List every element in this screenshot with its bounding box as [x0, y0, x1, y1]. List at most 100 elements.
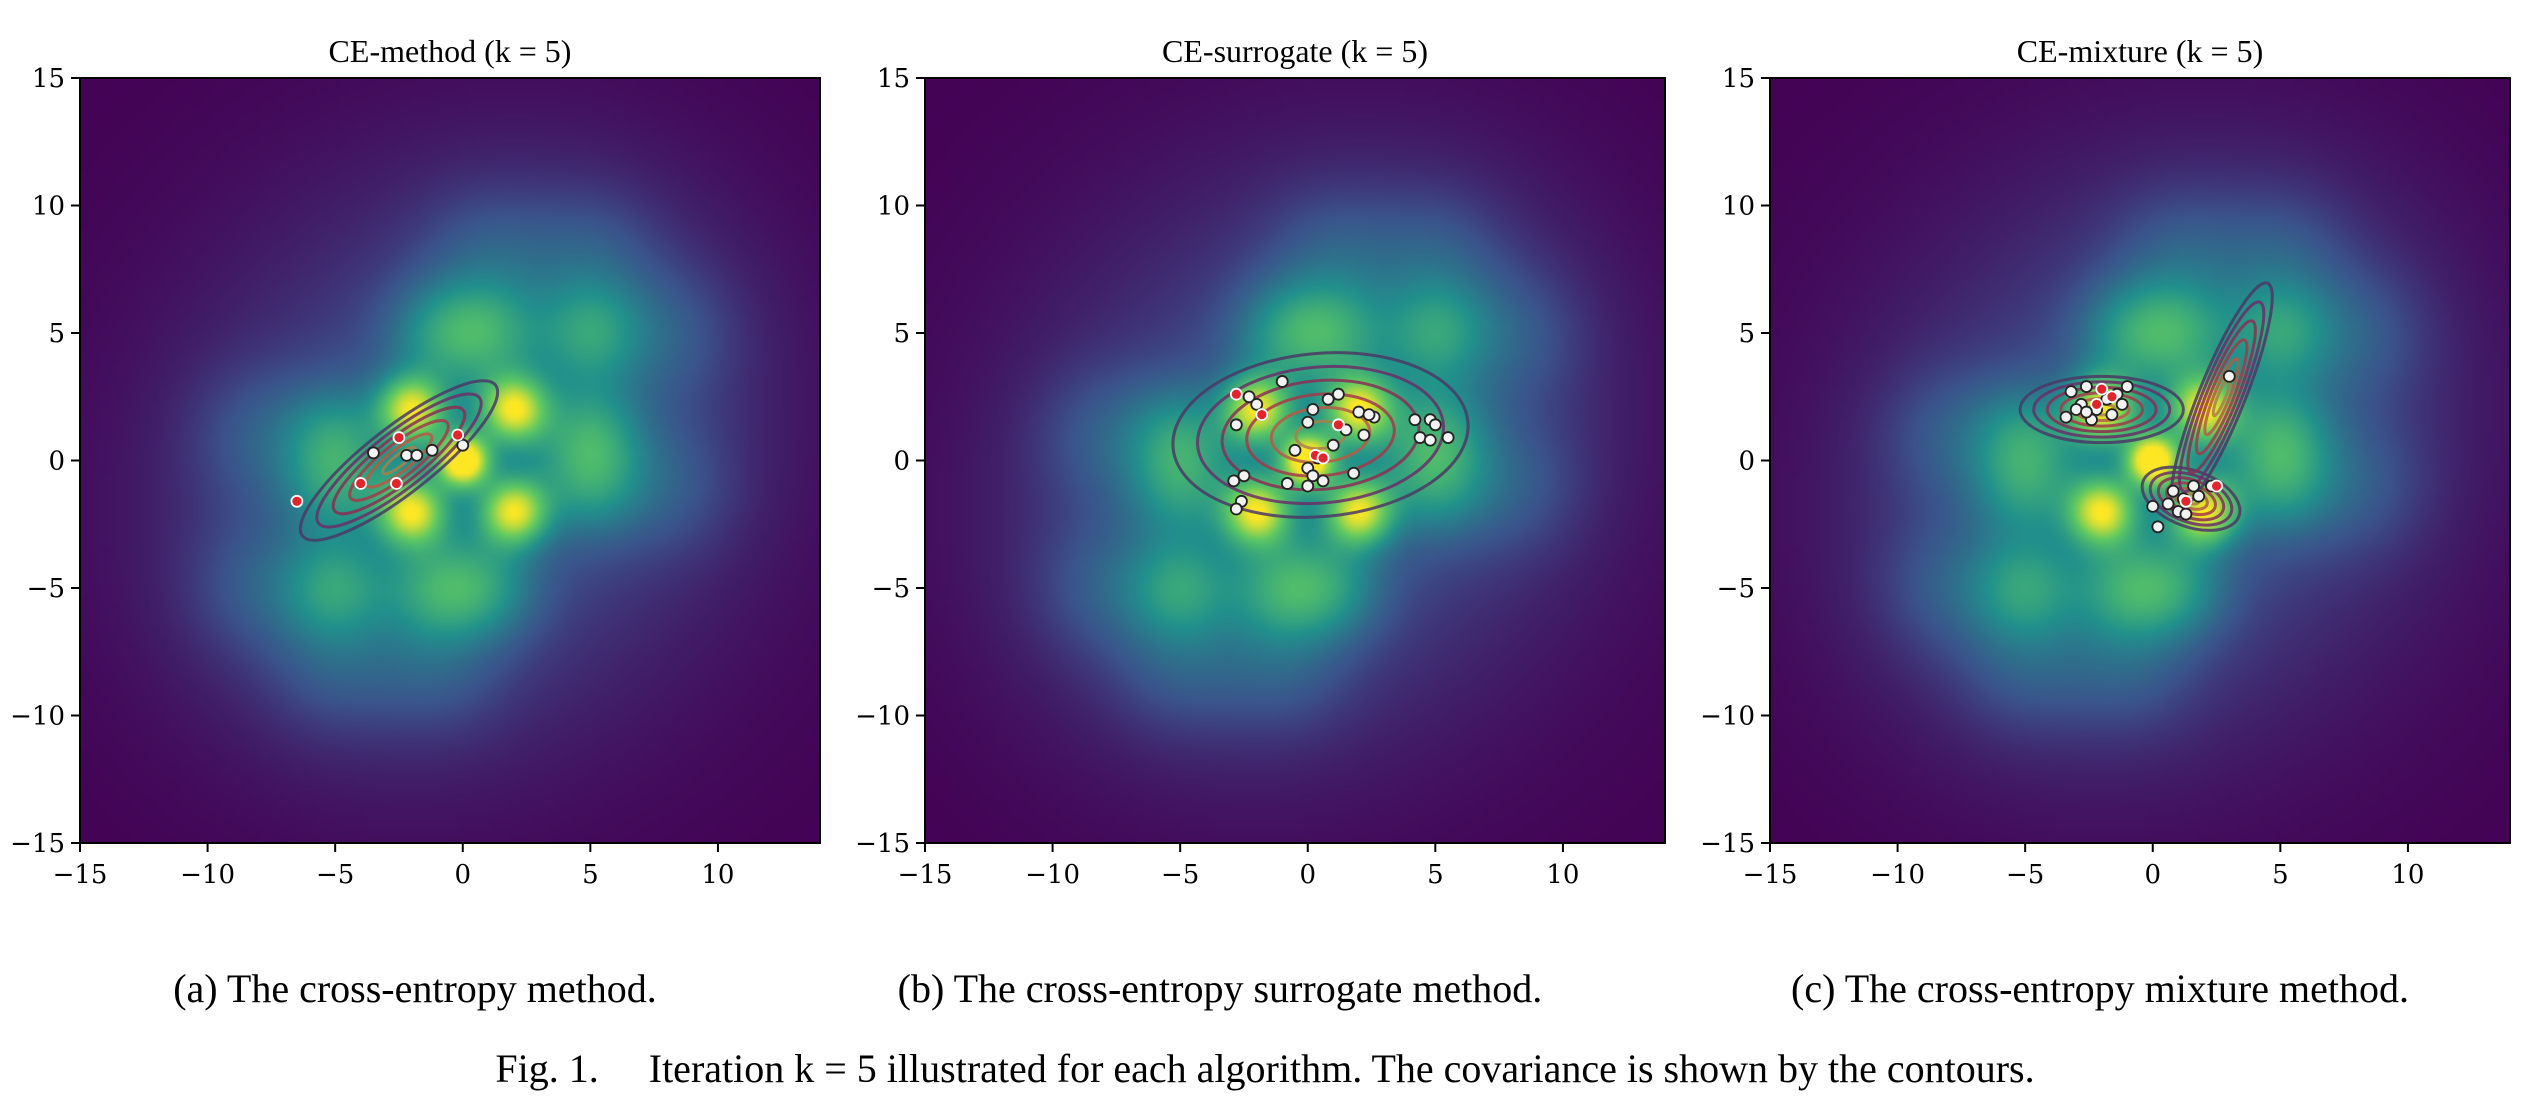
- contour-ring: [348, 419, 450, 502]
- y-tick-label: −15: [10, 829, 65, 859]
- sample-point: [1250, 397, 1264, 411]
- sample-point: [1227, 474, 1241, 488]
- sample-point: [1408, 413, 1422, 427]
- sample-point: [1357, 428, 1371, 442]
- sample-point: [2080, 405, 2093, 419]
- y-tick-label: 5: [1738, 319, 1755, 349]
- sample-point: [1423, 433, 1437, 447]
- sample-point: [1229, 418, 1243, 432]
- contour-ring: [1196, 364, 1446, 506]
- panel-title: CE-method (k = 5): [329, 33, 572, 69]
- subcaption-a: (a) The cross-entropy method.: [173, 966, 657, 1011]
- y-tick-label: 15: [32, 64, 65, 94]
- sample-point: [1321, 392, 1335, 406]
- x-tick-label: 10: [701, 860, 734, 890]
- contour-ring: [2032, 380, 2172, 439]
- sample-point: [1301, 479, 1315, 493]
- sample-point: [2161, 497, 2175, 511]
- elite-point: [451, 428, 465, 442]
- sample-point: [2179, 507, 2193, 521]
- x-tick-label: 0: [1299, 860, 1316, 890]
- sample-point: [2222, 369, 2236, 383]
- sample-point: [1331, 387, 1345, 401]
- sample-point: [2151, 520, 2165, 534]
- x-tick-label: 5: [2272, 860, 2289, 890]
- elite-point: [354, 477, 368, 490]
- elite-point: [392, 431, 406, 444]
- sample-point: [1306, 403, 1320, 416]
- y-tick-label: −10: [1700, 702, 1755, 732]
- sample-point: [1362, 408, 1376, 422]
- sample-point: [1229, 502, 1243, 516]
- panel-2: −15 −10 −5 0 5 10 −15 −10 −5 0 5 10 15 CE-surrogate (…: [855, 33, 1666, 890]
- contour-ring: [2018, 374, 2185, 445]
- x-tick-label: 0: [454, 860, 471, 890]
- y-tick-label: 10: [32, 192, 65, 222]
- sample-point: [1326, 438, 1340, 452]
- figure-caption: Fig. 1. Iteration k = 5 illustrated for …: [495, 1046, 2035, 1091]
- covariance-contours: [1171, 351, 1470, 519]
- x-tick-label: 5: [582, 860, 599, 890]
- y-tick-label: 5: [48, 319, 65, 349]
- contour-ring: [2203, 357, 2241, 437]
- y-tick-label: −15: [1700, 829, 1755, 859]
- sample-point: [1288, 443, 1302, 457]
- y-tick-label: −5: [1717, 574, 1755, 604]
- contour-ring: [2194, 338, 2249, 456]
- panel-3: −15 −10 −5 0 5 10 −15 −10 −5 0 5 10 15 CE-mixture (k …: [1700, 33, 2511, 890]
- elite-point: [2210, 479, 2223, 493]
- sample-point: [2120, 380, 2134, 393]
- y-tick-label: −10: [855, 702, 910, 732]
- contour-ring: [381, 445, 417, 476]
- y-tick-label: −5: [27, 574, 65, 604]
- covariance-contours: [298, 379, 500, 542]
- elite-point: [290, 494, 304, 508]
- x-tick-label: −5: [2006, 860, 2044, 890]
- x-tick-label: −5: [1161, 860, 1199, 890]
- covariance-contours: [2018, 281, 2274, 532]
- sample-point: [1316, 474, 1330, 488]
- contour-ring: [2140, 465, 2242, 532]
- contour-ring: [1220, 378, 1421, 492]
- sample-point: [2146, 499, 2160, 513]
- sample-point: [425, 443, 439, 457]
- subcaption-b: (b) The cross-entropy surrogate method.: [897, 966, 1543, 1011]
- sample-point: [2187, 479, 2200, 493]
- x-tick-label: −15: [898, 860, 953, 890]
- x-tick-label: 5: [1427, 860, 1444, 890]
- y-tick-label: 0: [48, 447, 65, 477]
- sample-point: [410, 448, 424, 462]
- y-tick-label: 5: [893, 319, 910, 349]
- elite-point: [2095, 382, 2109, 396]
- panel-1: −15 −10 −5 0 5 10 −15 −10 −5 0 5 10 15 CE-method (k =…: [10, 33, 821, 890]
- x-tick-label: 10: [1546, 860, 1579, 890]
- sample-point: [1428, 418, 1442, 432]
- sample-point: [1441, 431, 1455, 444]
- elite-point: [2105, 390, 2119, 404]
- x-tick-label: −10: [180, 860, 235, 890]
- elite-point: [390, 477, 403, 490]
- y-tick-label: 0: [1738, 447, 1755, 477]
- y-tick-label: −5: [872, 574, 910, 604]
- sample-point: [1352, 405, 1366, 419]
- sample-point: [456, 438, 470, 452]
- contour-ring: [2186, 319, 2257, 475]
- sample-point: [1306, 469, 1320, 483]
- elite-point: [1255, 408, 1269, 422]
- x-tick-label: 10: [2391, 860, 2424, 890]
- subcaption-c: (c) The cross-entropy mixture method.: [1791, 966, 2409, 1011]
- sample-point: [1347, 466, 1361, 480]
- figure: −15 −10 −5 0 5 10 −15 −10 −5 0 5 10 15 CE-method (k =…: [10, 33, 2511, 890]
- y-tick-label: 15: [877, 64, 910, 94]
- sample-point: [2115, 397, 2129, 411]
- x-tick-label: −15: [53, 860, 108, 890]
- elite-point: [1229, 387, 1243, 401]
- sample-point: [2064, 385, 2078, 399]
- sample-point: [2080, 380, 2093, 393]
- elite-point: [2179, 494, 2193, 508]
- y-tick-label: 15: [1722, 64, 1755, 94]
- sample-point: [1275, 375, 1289, 388]
- sample-point: [1413, 431, 1427, 444]
- contour-ring: [1171, 351, 1470, 519]
- sample-point: [2192, 489, 2206, 503]
